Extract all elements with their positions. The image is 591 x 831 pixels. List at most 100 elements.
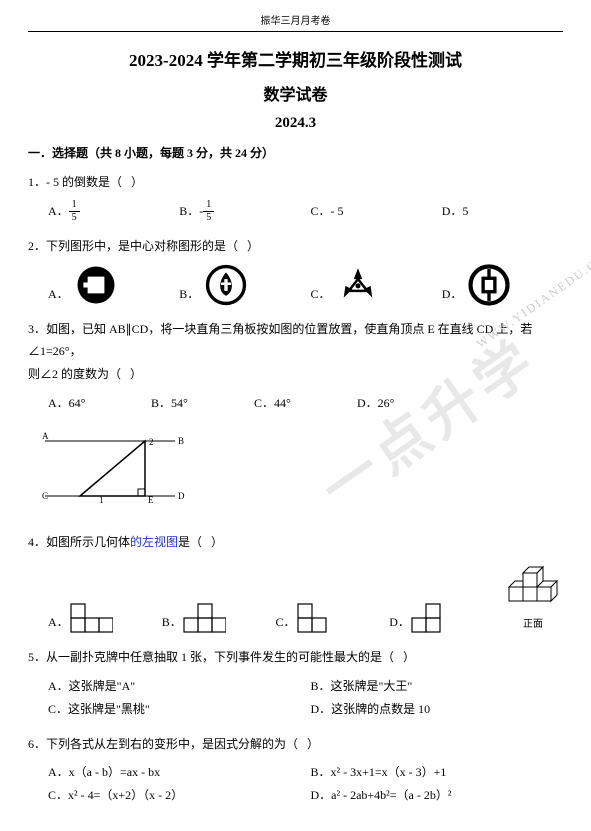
exam-subject: 数学试卷 xyxy=(28,81,563,105)
q5-choice-C: C．这张牌是"黑桃" xyxy=(48,698,301,721)
q2-C-label: C． xyxy=(311,283,331,306)
q4-choice-D: D． xyxy=(389,602,493,634)
q5-choice-A: A．这张牌是"A" xyxy=(48,675,301,698)
question-4-stem-pre: 4．如图所示几何体 xyxy=(28,535,130,549)
tetromino-D-icon xyxy=(410,602,442,634)
logo-ccb-icon xyxy=(75,264,117,306)
q3-choice-A: A．64° xyxy=(48,392,151,415)
question-5-stem: 5．从一副扑克牌中任意抽取 1 张，下列事件发生的可能性最大的是（ xyxy=(28,650,394,664)
q2-B-label: B． xyxy=(179,283,199,306)
q5-choice-D: D．这张牌的点数是 10 xyxy=(311,698,564,721)
q2-A-label: A． xyxy=(48,283,69,306)
question-2-text: 2．下列图形中，是中心对称图形的是（ ） xyxy=(28,235,563,258)
q3-choice-D: D．26° xyxy=(357,392,460,415)
question-3-line1: 3．如图，已知 AB∥CD，将一块直角三角板按如图的位置放置，使直角顶点 E 在… xyxy=(28,318,563,364)
q2-choice-B: B． xyxy=(179,264,300,306)
q4-B-label: B． xyxy=(162,611,182,634)
tetromino-B-icon xyxy=(182,602,226,634)
question-4: 4．如图所示几何体的左视图是（ ） A． B． C． xyxy=(28,531,563,635)
section-1-heading: 一．选择题（共 8 小题，每题 3 分，共 24 分） xyxy=(28,144,563,161)
logo-abc-icon xyxy=(205,264,247,306)
question-5-choices-row1: A．这张牌是"A" B．这张牌是"大王" xyxy=(28,675,563,698)
q1-A-num: 1 xyxy=(69,200,80,212)
q1-B-frac: 1 5 xyxy=(203,200,214,223)
q2-choice-D: D． xyxy=(442,264,563,306)
question-3-choices: A．64° B．54° C．44° D．26° xyxy=(28,392,563,415)
q1-B-label: B．- xyxy=(179,200,203,223)
question-6-choices-row1: A．x（a - b）=ax - bx B．x² - 3x+1=x（x - 3）+… xyxy=(28,761,563,784)
q1-A-frac: 1 5 xyxy=(69,200,80,223)
q1-B-den: 5 xyxy=(203,212,214,223)
question-3: 3．如图，已知 AB∥CD，将一块直角三角板按如图的位置放置，使直角顶点 E 在… xyxy=(28,318,563,519)
question-4-close: ） xyxy=(211,535,223,549)
tetromino-C-icon xyxy=(296,602,328,634)
q1-choice-D: D．5 xyxy=(442,200,563,223)
tetromino-A-icon xyxy=(69,602,113,634)
question-4-choices: A． B． C． D． xyxy=(28,559,563,634)
question-2: 2．下列图形中，是中心对称图形的是（ ） A． B． C． xyxy=(28,235,563,306)
question-1-choices: A． 1 5 B．- 1 5 C．- 5 D．5 xyxy=(28,200,563,223)
q1-choice-A: A． 1 5 xyxy=(48,200,169,223)
q2-D-label: D． xyxy=(442,283,463,306)
diagram-label-D: D xyxy=(178,491,185,501)
q1-choice-C: C．- 5 xyxy=(311,200,432,223)
q4-front-label: 正面 xyxy=(503,615,563,634)
q4-choice-A: A． xyxy=(48,602,152,634)
question-3-diagram: A B C D E 1 2 xyxy=(40,421,563,519)
exam-date: 2024.3 xyxy=(28,115,563,132)
question-2-choices: A． B． C． xyxy=(28,264,563,306)
isometric-cubes-icon xyxy=(503,559,563,605)
q3-choice-C: C．44° xyxy=(254,392,357,415)
question-6-choices-row2: C．x² - 4=（x+2）（x - 2） D．a² - 2ab+4b²=（a … xyxy=(28,784,563,807)
diagram-label-2: 2 xyxy=(149,437,154,447)
question-4-text: 4．如图所示几何体的左视图是（ ） xyxy=(28,531,563,554)
diagram-label-A: A xyxy=(42,431,49,441)
question-4-stem-post: 是（ xyxy=(178,535,202,549)
question-3-line2-after: ） xyxy=(130,367,142,381)
q6-choice-D: D．a² - 2ab+4b²=（a - 2b）² xyxy=(311,784,564,807)
question-1-close: ） xyxy=(131,175,143,189)
question-2-stem: 2．下列图形中，是中心对称图形的是（ xyxy=(28,239,238,253)
logo-three-arrows-icon xyxy=(337,264,379,306)
q2-choice-C: C． xyxy=(311,264,432,306)
q1-A-den: 5 xyxy=(69,212,80,223)
question-6: 6．下列各式从左到右的变形中，是因式分解的为（ ） A．x（a - b）=ax … xyxy=(28,733,563,807)
diagram-label-B: B xyxy=(178,436,184,446)
q4-solid-figure: 正面 xyxy=(503,559,563,634)
parallel-lines-triangle-diagram: A B C D E 1 2 xyxy=(40,421,190,511)
question-1: 1．- 5 的倒数是（ ） A． 1 5 B．- 1 5 C．- 5 D．5 xyxy=(28,171,563,223)
q4-C-label: C． xyxy=(276,611,296,634)
q4-A-label: A． xyxy=(48,611,69,634)
q6-choice-B: B．x² - 3x+1=x（x - 3）+1 xyxy=(311,761,564,784)
q1-A-label: A． xyxy=(48,200,69,223)
question-3-text: 3．如图，已知 AB∥CD，将一块直角三角板按如图的位置放置，使直角顶点 E 在… xyxy=(28,318,563,386)
exam-title: 2023-2024 学年第二学期初三年级阶段性测试 xyxy=(28,46,563,71)
q6-choice-A: A．x（a - b）=ax - bx xyxy=(48,761,301,784)
page-header-small: 振华三月月考卷 xyxy=(28,12,563,27)
q4-choice-C: C． xyxy=(276,602,380,634)
q4-choice-B: B． xyxy=(162,602,266,634)
q6-choice-C: C．x² - 4=（x+2）（x - 2） xyxy=(48,784,301,807)
diagram-label-C: C xyxy=(42,491,48,501)
question-4-blue: 的左视图 xyxy=(130,535,178,549)
question-6-close: ） xyxy=(307,737,319,751)
question-2-close: ） xyxy=(247,239,259,253)
question-5-close: ） xyxy=(403,650,415,664)
question-5-text: 5．从一副扑克牌中任意抽取 1 张，下列事件发生的可能性最大的是（ ） xyxy=(28,646,563,669)
q5-choice-B: B．这张牌是"大王" xyxy=(311,675,564,698)
diagram-label-E: E xyxy=(148,495,154,505)
question-5-choices-row2: C．这张牌是"黑桃" D．这张牌的点数是 10 xyxy=(28,698,563,721)
q2-choice-A: A． xyxy=(48,264,169,306)
header-divider xyxy=(28,31,563,32)
question-6-text: 6．下列各式从左到右的变形中，是因式分解的为（ ） xyxy=(28,733,563,756)
question-3-line2-before: 则∠2 的度数为（ xyxy=(28,367,121,381)
q4-D-label: D． xyxy=(389,611,410,634)
question-6-stem: 6．下列各式从左到右的变形中，是因式分解的为（ xyxy=(28,737,298,751)
question-5: 5．从一副扑克牌中任意抽取 1 张，下列事件发生的可能性最大的是（ ） A．这张… xyxy=(28,646,563,720)
logo-boc-icon xyxy=(468,264,510,306)
question-1-stem: 1．- 5 的倒数是（ xyxy=(28,175,122,189)
q1-B-num: 1 xyxy=(203,200,214,212)
q1-choice-B: B．- 1 5 xyxy=(179,200,300,223)
q3-choice-B: B．54° xyxy=(151,392,254,415)
diagram-label-1: 1 xyxy=(99,495,104,505)
